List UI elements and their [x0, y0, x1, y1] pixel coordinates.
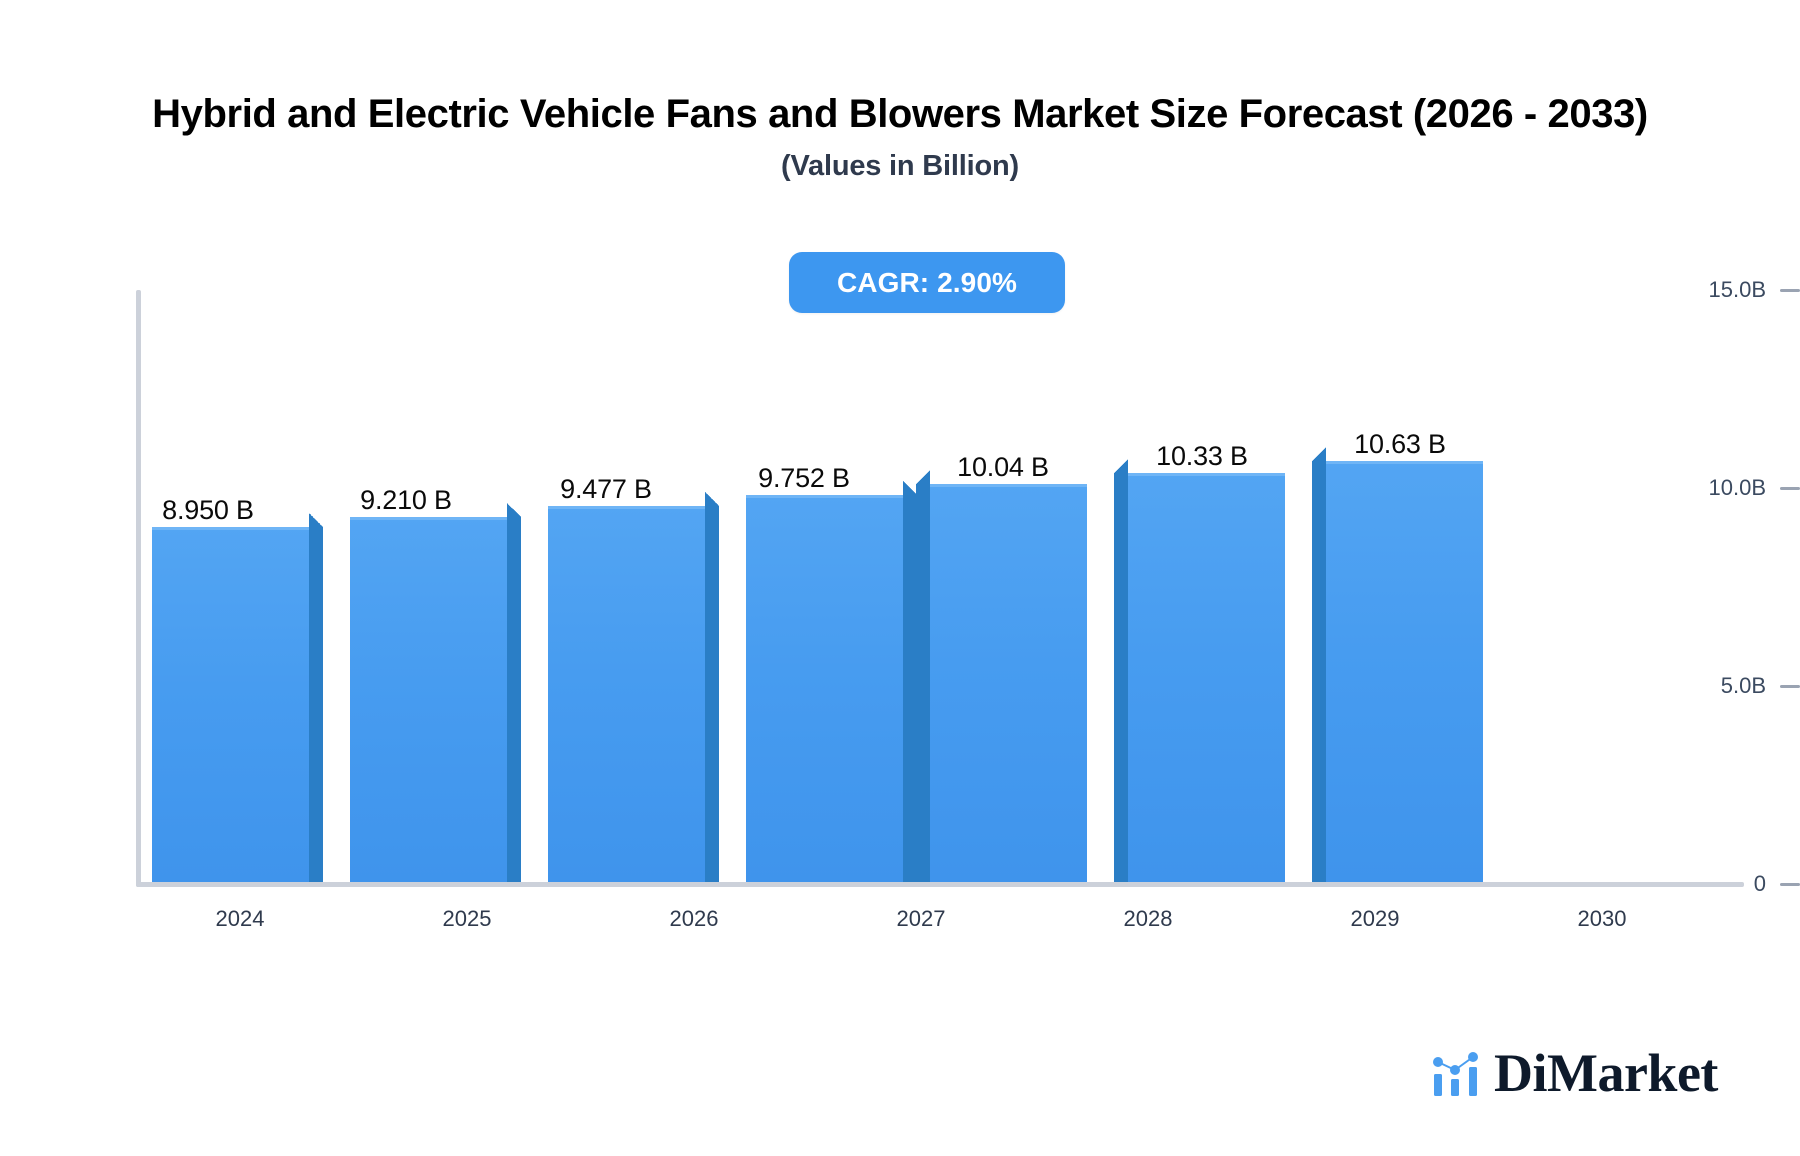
- bar-value-label-2024: 8.950 B: [162, 495, 254, 525]
- y-axis-tick-0: 0: [1664, 871, 1800, 896]
- y-axis-tick-dash-icon: [1780, 882, 1800, 886]
- bar-value-label-2029: 10.33 B: [1156, 441, 1248, 471]
- bar-top-edge: [1326, 461, 1483, 464]
- bar-side-face: [705, 506, 719, 882]
- bar-2026[interactable]: [548, 492, 719, 882]
- y-axis-tick-label: 10.0B: [1708, 475, 1767, 500]
- chart-subtitle: (Values in Billion): [781, 150, 1019, 182]
- x-axis-label-2024: 2024: [215, 906, 265, 931]
- x-axis-label-2025: 2025: [442, 906, 492, 931]
- bar-side-face: [1114, 473, 1128, 882]
- x-axis-label-2026: 2026: [669, 906, 719, 931]
- bar-2030[interactable]: [1312, 447, 1483, 882]
- bar-side-face: [903, 495, 917, 882]
- bar-2024[interactable]: [152, 513, 323, 882]
- dimarket-logo: DiMarket: [1432, 1046, 1718, 1100]
- bar-top-edge: [350, 517, 507, 520]
- bar-top-edge: [152, 527, 309, 530]
- cagr-badge: CAGR: 2.90%: [789, 252, 1065, 313]
- bar-top-edge: [1128, 473, 1285, 476]
- y-axis-tick-dash-icon: [1780, 288, 1800, 292]
- bar-side-face: [1312, 461, 1326, 882]
- bar-top-edge: [930, 484, 1087, 487]
- x-axis-line: [136, 882, 1744, 887]
- bar-2025[interactable]: [350, 503, 521, 882]
- bar-top-bevel: [309, 513, 323, 527]
- x-axis-label-2027: 2027: [896, 906, 946, 931]
- bar-face: [1128, 473, 1285, 882]
- bar-2027[interactable]: [746, 481, 917, 882]
- cagr-badge-label: CAGR: 2.90%: [836, 266, 1018, 298]
- bar-top-bevel: [1312, 447, 1326, 461]
- x-axis-label-2029: 2029: [1350, 906, 1400, 931]
- y-axis-tick-5: 5.0B: [1664, 673, 1800, 698]
- y-axis-line: [136, 290, 141, 887]
- bar-2029[interactable]: [1114, 459, 1285, 882]
- chart-title: Hybrid and Electric Vehicle Fans and Blo…: [152, 92, 1648, 136]
- bar-face: [548, 506, 705, 882]
- bar-2028[interactable]: [916, 470, 1087, 882]
- y-axis-tick-label: 5.0B: [1720, 673, 1766, 698]
- bar-face: [1326, 461, 1483, 882]
- bar-side-face: [309, 527, 323, 882]
- bar-face: [746, 495, 903, 882]
- bar-value-label-2026: 9.477 B: [560, 474, 652, 504]
- y-axis-tick-dash-icon: [1780, 684, 1800, 688]
- bar-face: [930, 484, 1087, 882]
- y-axis-tick-dash-icon: [1780, 486, 1800, 490]
- bar-chart-logo-icon: [1432, 1048, 1480, 1098]
- bar-top-bevel: [903, 481, 917, 495]
- y-axis-tick-label: 0: [1753, 871, 1766, 896]
- x-axis-label-2030: 2030: [1577, 906, 1627, 931]
- bar-face: [350, 517, 507, 882]
- bar-top-bevel: [705, 492, 719, 506]
- bar-value-label-2028: 10.04 B: [957, 452, 1049, 482]
- y-axis-tick-10: 10.0B: [1664, 475, 1800, 500]
- bar-top-bevel: [507, 503, 521, 517]
- bar-top-bevel: [1114, 459, 1128, 473]
- bar-top-edge: [548, 506, 705, 509]
- bar-side-face: [507, 517, 521, 882]
- bar-value-label-2025: 9.210 B: [360, 485, 452, 515]
- x-axis-label-2028: 2028: [1123, 906, 1173, 931]
- dimarket-logo-text: DiMarket: [1494, 1043, 1718, 1103]
- bar-face: [152, 527, 309, 882]
- y-axis-tick-15: 15.0B: [1664, 277, 1800, 302]
- y-axis-tick-label: 15.0B: [1708, 277, 1767, 302]
- bar-top-edge: [746, 495, 903, 498]
- chart-header: Hybrid and Electric Vehicle Fans and Blo…: [0, 92, 1800, 183]
- bar-top-bevel: [916, 470, 930, 484]
- bar-value-label-2027: 9.752 B: [758, 463, 850, 493]
- bar-value-label-2030: 10.63 B: [1354, 429, 1446, 459]
- bar-side-face: [916, 484, 930, 882]
